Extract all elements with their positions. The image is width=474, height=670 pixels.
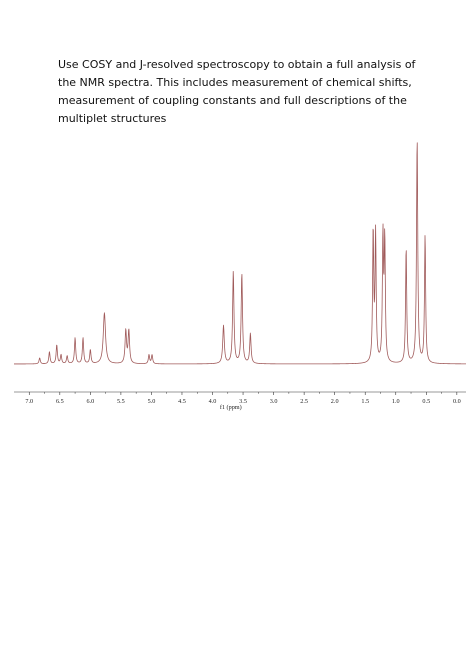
x-tick-label: 4.5	[178, 398, 186, 405]
x-tick-label: 3.0	[270, 398, 278, 405]
x-tick-label: 2.0	[331, 398, 339, 405]
plot-area: 7.0 6.5 6.0 5.5 5.0 4.5 4.0 3.5 3.0 2.5 2.0 1.5 1.0 0…	[13, 142, 467, 411]
x-tick-label: 6.5	[56, 398, 64, 405]
x-tick-label: 5.5	[117, 398, 125, 405]
x-tick-label: 5.0	[148, 398, 156, 405]
x-tick-label: 1.5	[361, 398, 369, 405]
x-tick-label: 7.0	[25, 398, 33, 405]
x-tick-label: 0.5	[422, 398, 430, 405]
x-axis-ticks: 7.0 6.5 6.0 5.5 5.0 4.5 4.0 3.5 3.0 2.5 2.0 1.5 1.0 0…	[25, 392, 461, 405]
spectrum-line	[13, 142, 467, 365]
x-tick-label: 1.0	[392, 398, 400, 405]
x-tick-label: 4.0	[209, 398, 217, 405]
x-axis-title: f1 (ppm)	[220, 404, 242, 411]
x-tick-label: 6.0	[86, 398, 94, 405]
instructions-text: Use COSY and J-resolved spectroscopy to …	[58, 58, 416, 125]
x-tick-label: 0.0	[453, 398, 461, 405]
x-tick-label: 2.5	[300, 398, 308, 405]
x-tick-label: 3.5	[239, 398, 247, 405]
